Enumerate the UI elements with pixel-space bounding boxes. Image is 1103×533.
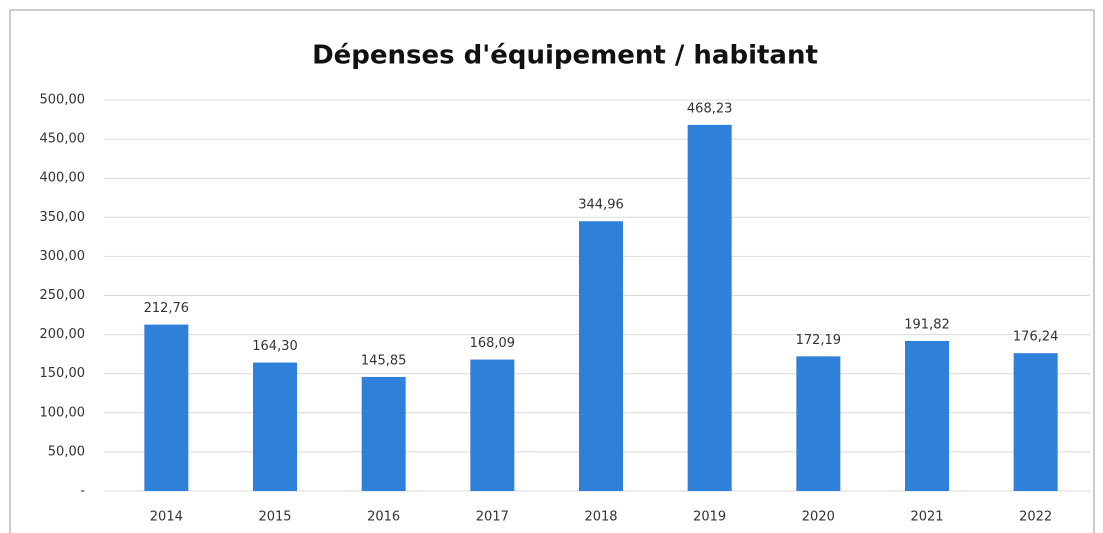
bar — [144, 324, 189, 491]
x-tick-label: 2019 — [693, 510, 726, 525]
x-tick-label: 2015 — [258, 510, 291, 525]
bar — [796, 356, 841, 491]
y-tick-label: 250,00 — [40, 288, 86, 303]
data-label: 176,24 — [1013, 330, 1059, 345]
x-tick-label: 2014 — [150, 510, 183, 525]
y-tick-label: 350,00 — [40, 210, 86, 225]
y-tick-label: 100,00 — [40, 405, 86, 420]
data-label: 212,76 — [144, 301, 190, 316]
y-tick-label: 150,00 — [40, 366, 86, 381]
data-label: 468,23 — [687, 101, 733, 116]
x-tick-label: 2017 — [476, 510, 509, 525]
data-label: 145,85 — [361, 353, 407, 368]
bar — [253, 362, 297, 491]
y-tick-label: 200,00 — [40, 327, 86, 342]
bar — [687, 124, 732, 491]
x-tick-label: 2016 — [367, 510, 400, 525]
bar — [361, 376, 406, 491]
x-tick-label: 2021 — [910, 510, 943, 525]
y-tick-label: 450,00 — [40, 132, 86, 147]
data-label: 168,09 — [470, 336, 516, 351]
data-label: 344,96 — [578, 198, 624, 213]
bar — [1013, 353, 1058, 491]
data-label: 164,30 — [252, 339, 298, 354]
bar — [470, 359, 515, 491]
y-tick-label: 50,00 — [48, 444, 85, 459]
bar — [905, 340, 949, 491]
chart-title: Dépenses d'équipement / habitant — [312, 41, 818, 71]
x-tick-label: 2018 — [584, 510, 617, 525]
y-tick-label: 500,00 — [40, 93, 86, 108]
bar — [579, 221, 623, 492]
data-label: 191,82 — [904, 317, 950, 332]
y-tick-label: - — [80, 484, 85, 499]
x-tick-label: 2020 — [802, 510, 835, 525]
y-tick-label: 400,00 — [40, 171, 86, 186]
y-tick-label: 300,00 — [40, 249, 86, 264]
x-tick-label: 2022 — [1019, 510, 1052, 525]
data-label: 172,19 — [796, 333, 842, 348]
